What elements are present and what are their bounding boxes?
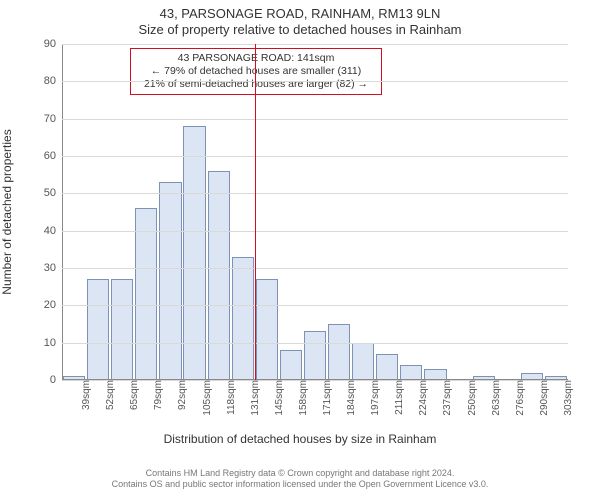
- histogram-bar: [208, 171, 230, 380]
- annotation-line-2: ← 79% of detached houses are smaller (31…: [137, 65, 375, 78]
- y-tick-label: 60: [44, 150, 62, 162]
- x-tick-label: 184sqm: [342, 380, 357, 416]
- grid-line: [62, 44, 568, 45]
- x-tick-label: 171sqm: [318, 380, 333, 416]
- grid-line: [62, 305, 568, 306]
- grid-line: [62, 343, 568, 344]
- attribution-line-1: Contains HM Land Registry data © Crown c…: [0, 468, 600, 479]
- x-tick-label: 303sqm: [559, 380, 574, 416]
- histogram-bar: [352, 343, 374, 380]
- annotation-box: 43 PARSONAGE ROAD: 141sqm ← 79% of detac…: [130, 48, 382, 95]
- chart-title-line1: 43, PARSONAGE ROAD, RAINHAM, RM13 9LN: [0, 0, 600, 22]
- x-tick-label: 131sqm: [246, 380, 261, 416]
- x-tick-label: 158sqm: [294, 380, 309, 416]
- x-tick-label: 224sqm: [414, 380, 429, 416]
- x-tick-label: 145sqm: [270, 380, 285, 416]
- x-tick-label: 263sqm: [487, 380, 502, 416]
- x-tick-label: 250sqm: [463, 380, 478, 416]
- y-tick-label: 50: [44, 187, 62, 199]
- x-tick-label: 105sqm: [198, 380, 213, 416]
- histogram-bar: [280, 350, 302, 380]
- x-tick-label: 118sqm: [222, 380, 237, 415]
- annotation-line-1: 43 PARSONAGE ROAD: 141sqm: [137, 52, 375, 65]
- histogram-bar: [159, 182, 181, 380]
- x-tick-label: 290sqm: [535, 380, 550, 416]
- y-tick-label: 20: [44, 299, 62, 311]
- histogram-bar: [521, 373, 543, 380]
- grid-line: [62, 156, 568, 157]
- y-tick-label: 80: [44, 75, 62, 87]
- grid-line: [62, 81, 568, 82]
- histogram-bar: [304, 331, 326, 380]
- attribution-line-2: Contains OS and public sector informatio…: [0, 479, 600, 490]
- histogram-bar: [376, 354, 398, 380]
- x-tick-label: 237sqm: [438, 380, 453, 416]
- y-axis-label: Number of detached properties: [0, 129, 14, 294]
- x-axis-label: Distribution of detached houses by size …: [0, 432, 600, 446]
- x-tick-label: 39sqm: [77, 380, 92, 410]
- chart-container: 43, PARSONAGE ROAD, RAINHAM, RM13 9LN Si…: [0, 0, 600, 500]
- x-tick-label: 276sqm: [511, 380, 526, 416]
- histogram-bar: [111, 279, 133, 380]
- histogram-bar: [256, 279, 278, 380]
- reference-line: [255, 44, 256, 380]
- y-tick-label: 0: [50, 374, 62, 386]
- histogram-bar: [232, 257, 254, 380]
- chart-title-line2: Size of property relative to detached ho…: [0, 22, 600, 40]
- grid-line: [62, 193, 568, 194]
- attribution-text: Contains HM Land Registry data © Crown c…: [0, 468, 600, 490]
- y-tick-label: 40: [44, 225, 62, 237]
- x-tick-label: 92sqm: [173, 380, 188, 410]
- x-tick-label: 65sqm: [125, 380, 140, 410]
- grid-line: [62, 119, 568, 120]
- x-tick-label: 211sqm: [390, 380, 405, 415]
- grid-line: [62, 231, 568, 232]
- y-tick-label: 90: [44, 38, 62, 50]
- x-tick-label: 52sqm: [101, 380, 116, 410]
- x-tick-label: 79sqm: [149, 380, 164, 410]
- histogram-bar: [135, 208, 157, 380]
- histogram-bar: [400, 365, 422, 380]
- histogram-bar: [424, 369, 446, 380]
- x-tick-label: 197sqm: [366, 380, 381, 416]
- annotation-line-3: 21% of semi-detached houses are larger (…: [137, 78, 375, 91]
- histogram-bar: [328, 324, 350, 380]
- y-tick-label: 70: [44, 113, 62, 125]
- histogram-bar: [87, 279, 109, 380]
- plot-area: 43 PARSONAGE ROAD: 141sqm ← 79% of detac…: [62, 44, 568, 380]
- grid-line: [62, 268, 568, 269]
- y-tick-label: 10: [44, 337, 62, 349]
- y-tick-label: 30: [44, 262, 62, 274]
